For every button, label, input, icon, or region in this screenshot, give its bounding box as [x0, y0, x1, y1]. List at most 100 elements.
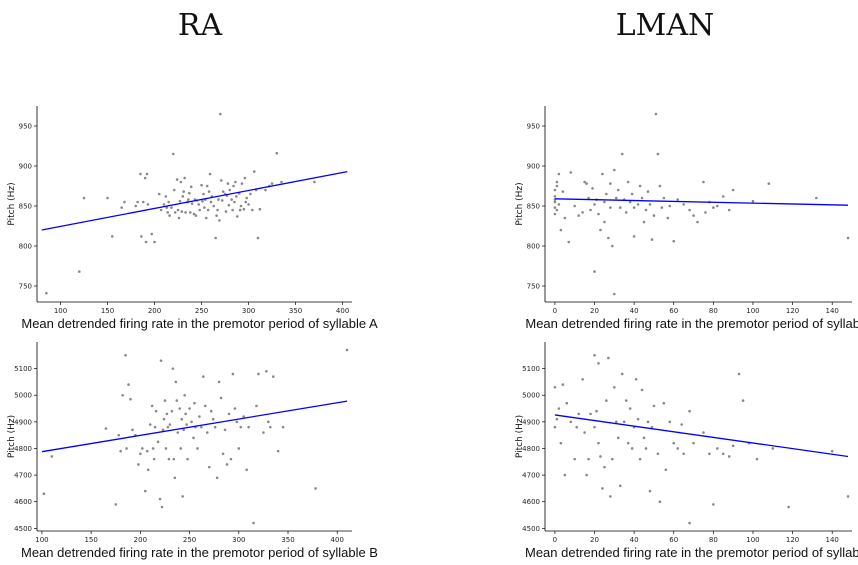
data-point: [721, 452, 725, 456]
data-point: [145, 449, 149, 453]
data-point: [202, 192, 205, 196]
data-point: [150, 232, 154, 236]
data-point: [553, 195, 557, 198]
data-point: [172, 188, 176, 192]
data-point: [642, 220, 646, 224]
data-point: [234, 180, 237, 184]
data-point: [601, 487, 604, 490]
data-point: [642, 436, 646, 440]
data-point: [255, 404, 258, 408]
data-point: [654, 112, 658, 116]
data-point: [211, 417, 215, 421]
data-point: [737, 372, 741, 376]
y-tick-label: 950: [19, 123, 32, 131]
data-point: [708, 452, 711, 456]
data-point: [712, 503, 715, 506]
data-point: [166, 425, 170, 429]
data-point: [119, 449, 122, 453]
data-point: [208, 172, 212, 176]
data-point: [110, 235, 114, 238]
data-point: [220, 199, 224, 202]
data-point: [599, 455, 602, 458]
data-point: [144, 240, 148, 244]
data-point: [846, 495, 850, 498]
data-point: [117, 433, 121, 437]
data-point: [183, 393, 186, 397]
column-title-lman: LMAN: [615, 8, 715, 43]
data-point: [225, 463, 229, 466]
data-point: [688, 409, 691, 413]
data-point: [176, 208, 180, 212]
data-point: [611, 457, 614, 461]
data-point: [741, 399, 745, 402]
chart-lman-syllable-a: 750 800 850 900 950 0 20 40 60 80 100 120 140 Pitch (…: [515, 106, 858, 331]
data-point: [215, 476, 219, 480]
data-point: [186, 457, 189, 461]
data-point: [143, 176, 147, 180]
data-point: [226, 182, 230, 185]
x-axis-label: Mean detrended firing rate in the premot…: [525, 316, 858, 331]
data-point: [201, 199, 204, 203]
data-point: [577, 214, 580, 217]
data-point: [662, 401, 666, 405]
x-tick-label: 120: [786, 536, 799, 544]
data-point: [257, 372, 260, 376]
data-point: [727, 455, 731, 458]
x-tick-label: 20: [590, 536, 599, 544]
data-point: [553, 206, 557, 209]
data-point: [192, 436, 195, 440]
data-point: [213, 425, 217, 429]
x-tick-label: 200: [134, 536, 147, 544]
data-point: [198, 208, 201, 212]
data-point: [624, 211, 628, 214]
data-point: [634, 377, 638, 381]
data-point: [668, 420, 672, 424]
data-point: [620, 372, 624, 376]
data-point: [181, 495, 184, 498]
data-point: [168, 214, 171, 217]
data-point: [626, 180, 630, 184]
data-point: [583, 180, 586, 184]
data-point: [587, 196, 590, 200]
data-point: [624, 399, 628, 402]
data-point: [666, 216, 670, 220]
data-point: [203, 206, 206, 209]
data-point: [166, 211, 170, 214]
data-point: [599, 228, 602, 232]
data-point: [646, 420, 650, 424]
data-point: [139, 172, 142, 176]
data-point: [314, 487, 317, 490]
data-point: [238, 208, 242, 212]
data-point: [153, 425, 157, 429]
y-tick-label: 4600: [522, 498, 540, 506]
data-point: [231, 372, 235, 376]
data-point: [575, 425, 578, 429]
chart-ra-syllable-b: 4500 4600 4700 4800 4900 5000 5100 100 150 200 250…: [7, 342, 378, 560]
data-point: [597, 212, 600, 216]
data-point: [672, 441, 676, 445]
data-point: [151, 447, 155, 450]
data-point: [555, 184, 559, 188]
x-tick-label: 140: [826, 307, 839, 315]
data-point: [640, 388, 644, 392]
data-point: [173, 211, 177, 214]
data-point: [106, 196, 109, 200]
data-point: [204, 216, 208, 220]
y-tick-label: 5000: [522, 392, 540, 400]
data-point: [215, 214, 218, 217]
data-point: [613, 385, 616, 389]
x-tick-label: 150: [84, 536, 97, 544]
data-point: [577, 412, 580, 416]
data-point: [615, 420, 618, 424]
data-point: [207, 190, 211, 193]
data-point: [846, 236, 850, 240]
data-point: [146, 203, 150, 206]
x-tick-label: 140: [826, 536, 839, 544]
y-tick-label: 900: [527, 163, 540, 171]
data-point: [218, 219, 221, 222]
data-point: [223, 428, 227, 432]
y-tick-label: 4800: [522, 445, 540, 453]
data-point: [178, 407, 182, 410]
x-tick-label: 40: [630, 536, 639, 544]
x-tick-label: 250: [195, 307, 208, 315]
